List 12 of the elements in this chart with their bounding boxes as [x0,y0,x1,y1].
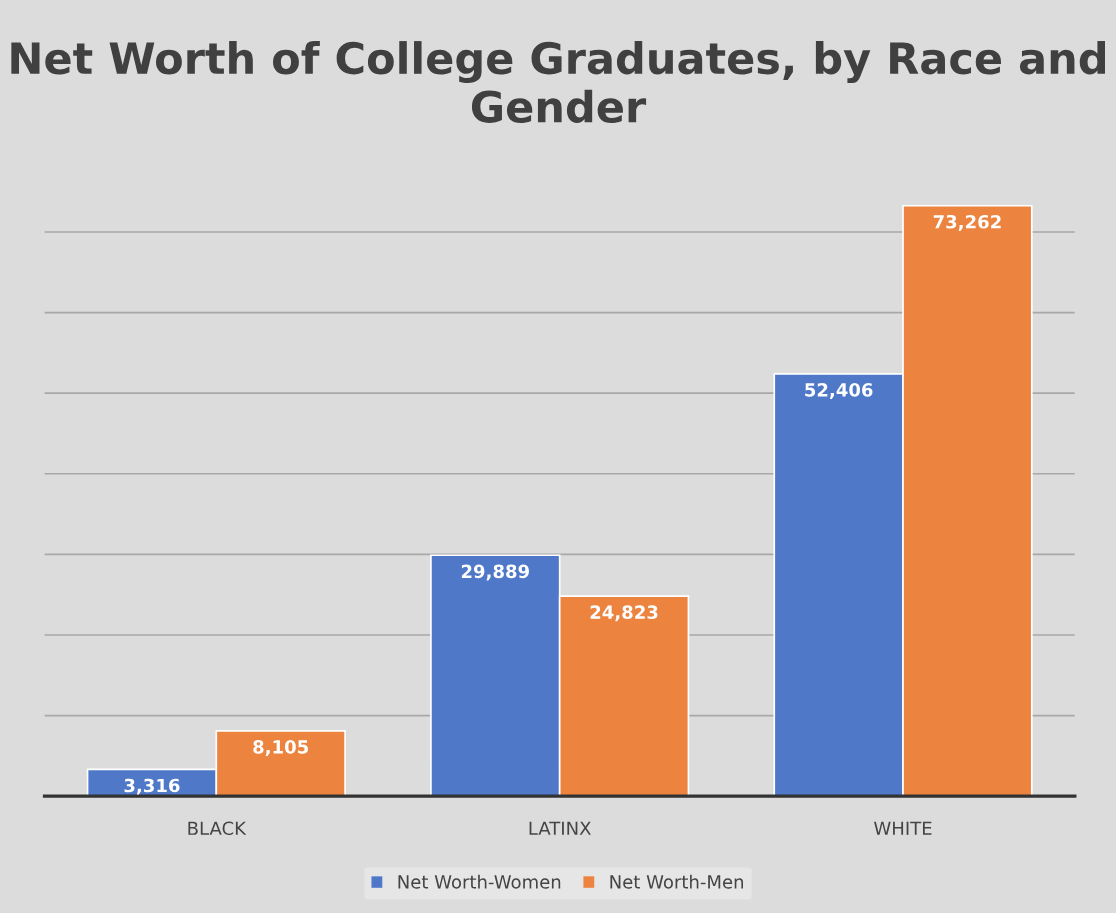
data-label: 8,105 [253,740,308,757]
chart-title: Net Worth of College Graduates, by Race and Gender [11,41,1105,123]
x-tick-label: LATINX [529,821,591,835]
x-tick-label: WHITE [874,821,932,835]
legend-label: Net Worth-Men [610,874,743,889]
data-label: 29,889 [461,564,529,581]
x-tick-label: BLACK [188,821,247,836]
data-label: 24,823 [590,605,658,622]
legend-label: Net Worth-Women [398,874,561,889]
data-label: 52,406 [805,383,873,399]
data-label: 73,262 [933,214,1001,231]
data-label: 3,316 [124,778,180,795]
